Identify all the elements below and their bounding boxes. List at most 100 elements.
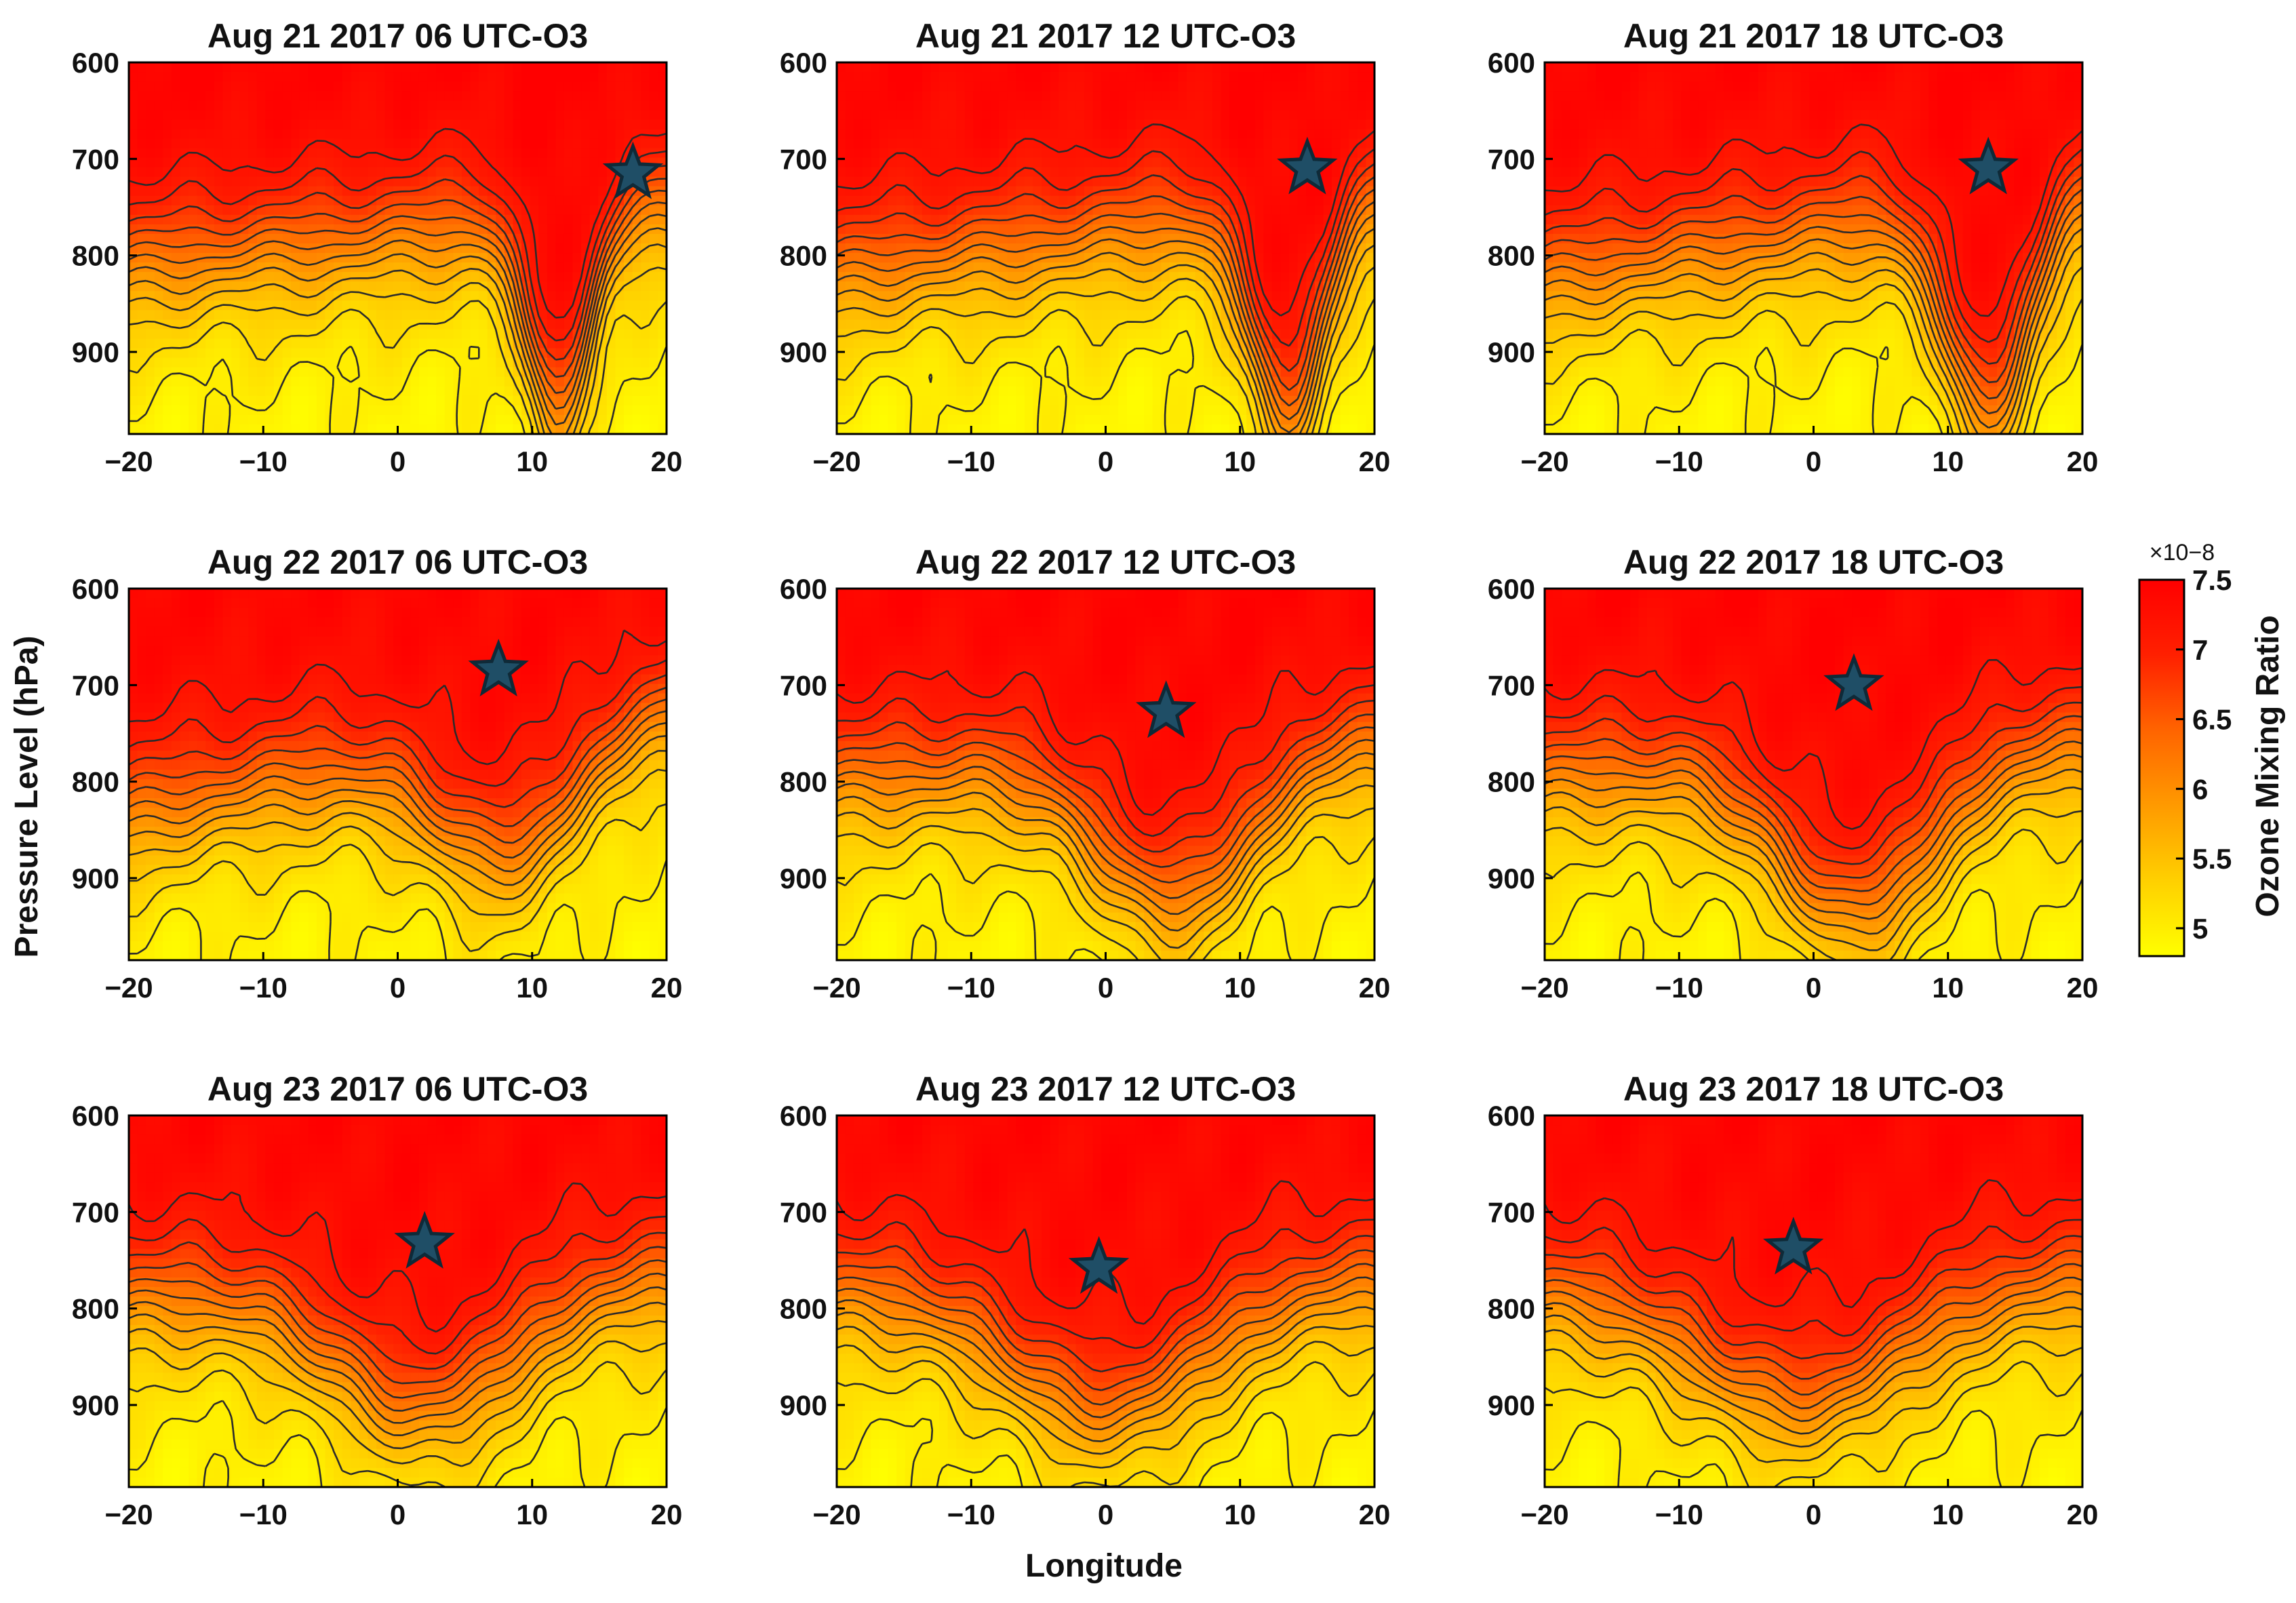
contour-line — [837, 873, 1374, 960]
contour-line — [837, 726, 1374, 884]
x-tick-label: −20 — [812, 1499, 860, 1530]
contour-line — [129, 243, 667, 434]
contour-line — [1545, 1219, 2082, 1337]
location-star-marker — [394, 1210, 455, 1269]
colorbar-tick-label: 7 — [2192, 634, 2208, 666]
contour-line — [837, 189, 1374, 407]
contour-line — [1545, 1249, 2082, 1380]
colorbar-tick-label: 7.5 — [2192, 564, 2232, 596]
panel-title: Aug 23 2017 18 UTC-O3 — [1623, 1070, 2004, 1108]
contour-line — [1545, 728, 2082, 892]
contour-line — [837, 807, 1374, 960]
y-tick-label: 700 — [1488, 669, 1535, 701]
y-tick-label: 700 — [1488, 1196, 1535, 1228]
panel-title: Aug 21 2017 06 UTC-O3 — [207, 17, 588, 55]
contour-field — [129, 1115, 667, 1487]
colorbar-exponent: ×10−8 — [2150, 540, 2215, 566]
x-tick-label: 20 — [651, 446, 683, 477]
contour-line — [837, 1263, 1374, 1406]
panel-5: Aug 22 2017 12 UTC-O3 −20 −10 0 10 20 600 700 80… — [780, 543, 1390, 1004]
location-star-marker — [1958, 136, 2019, 195]
x-tick-label: 0 — [390, 1499, 405, 1530]
location-star-marker — [1277, 136, 1338, 195]
contour-line — [837, 201, 1374, 420]
contour-line — [837, 1361, 1374, 1487]
location-star-marker — [1823, 653, 1884, 711]
contour-line — [129, 227, 667, 434]
colorbar: 5 5.5 6 6.5 7 7.5 ×10−8 Ozone Mixing Ratio — [2138, 540, 2286, 957]
contour-line — [1545, 1290, 2082, 1423]
x-tick-label: −10 — [239, 446, 288, 477]
panel-title: Aug 21 2017 12 UTC-O3 — [915, 17, 1296, 55]
y-tick-label: 900 — [780, 863, 827, 894]
x-tick-label: −20 — [104, 446, 153, 477]
y-tick-label: 800 — [780, 766, 827, 798]
x-tick-label: 0 — [1806, 446, 1821, 477]
contour-line — [837, 163, 1374, 372]
y-tick-label: 800 — [72, 240, 119, 272]
contour-line — [837, 1235, 1374, 1372]
contour-line — [1545, 686, 2082, 850]
y-tick-label: 700 — [72, 143, 119, 175]
x-tick-label: 0 — [1806, 972, 1821, 1004]
contour-line — [129, 214, 667, 426]
panel-title: Aug 22 2017 18 UTC-O3 — [1623, 543, 2004, 581]
contour-line — [129, 300, 667, 434]
contour-field — [837, 1115, 1374, 1487]
y-tick-label: 600 — [780, 573, 827, 605]
x-tick-label: −10 — [239, 972, 288, 1004]
contour-line — [1545, 266, 2082, 434]
contour-field — [1545, 62, 2082, 434]
contour-line — [1545, 1325, 2082, 1448]
contour-line — [129, 1301, 667, 1436]
y-tick-label: 600 — [780, 1100, 827, 1132]
contour-line — [1545, 343, 2082, 434]
contour-field — [129, 62, 667, 434]
y-tick-label: 700 — [780, 1196, 827, 1228]
x-tick-label: 0 — [1098, 1499, 1113, 1530]
colorbar-label: Ozone Mixing Ratio — [2250, 615, 2286, 917]
x-tick-label: 10 — [516, 972, 548, 1004]
x-tick-label: −10 — [947, 972, 995, 1004]
location-star-marker — [1763, 1216, 1824, 1275]
contour-line — [129, 1272, 667, 1412]
y-tick-label: 900 — [1488, 863, 1535, 894]
contour-line — [837, 1219, 1374, 1349]
contour-field — [1545, 1115, 2082, 1487]
contour-line — [837, 699, 1374, 853]
contour-line — [837, 227, 1374, 434]
contour-line — [129, 345, 667, 434]
colorbar-tick-label: 6 — [2192, 773, 2208, 805]
y-tick-label: 700 — [72, 669, 119, 701]
y-tick-label: 900 — [780, 336, 827, 368]
contour-line — [837, 1324, 1374, 1455]
y-tick-label: 700 — [780, 669, 827, 701]
x-tick-label: −10 — [947, 446, 995, 477]
contour-field — [1545, 589, 2082, 960]
contour-field — [837, 589, 1374, 960]
contour-line — [837, 665, 1374, 816]
x-tick-label: 20 — [651, 1499, 683, 1530]
x-tick-label: 10 — [516, 1499, 548, 1530]
contour-line — [1545, 1306, 2082, 1435]
x-tick-label: 10 — [1932, 972, 1964, 1004]
contour-line — [1545, 768, 2082, 935]
y-tick-label: 600 — [1488, 47, 1535, 79]
x-tick-label: 20 — [2067, 972, 2099, 1004]
panel-title: Aug 22 2017 12 UTC-O3 — [915, 543, 1296, 581]
contour-line — [1545, 1276, 2082, 1410]
y-tick-label: 800 — [72, 1293, 119, 1325]
y-tick-label: 700 — [72, 1196, 119, 1228]
y-axis-label: Pressure Level (hPa) — [9, 636, 45, 958]
contour-line — [129, 201, 667, 410]
contour-line — [837, 330, 1374, 434]
contour-line — [1545, 176, 2082, 384]
contour-line — [129, 1231, 667, 1370]
contour-line — [129, 749, 667, 901]
contour-line — [1545, 201, 2082, 415]
panel-8: Aug 23 2017 12 UTC-O3 −20 −10 0 10 20 600 700 80… — [780, 1070, 1390, 1530]
contour-line — [129, 1360, 667, 1487]
y-tick-label: 800 — [72, 766, 119, 798]
x-tick-label: −10 — [1655, 446, 1703, 477]
